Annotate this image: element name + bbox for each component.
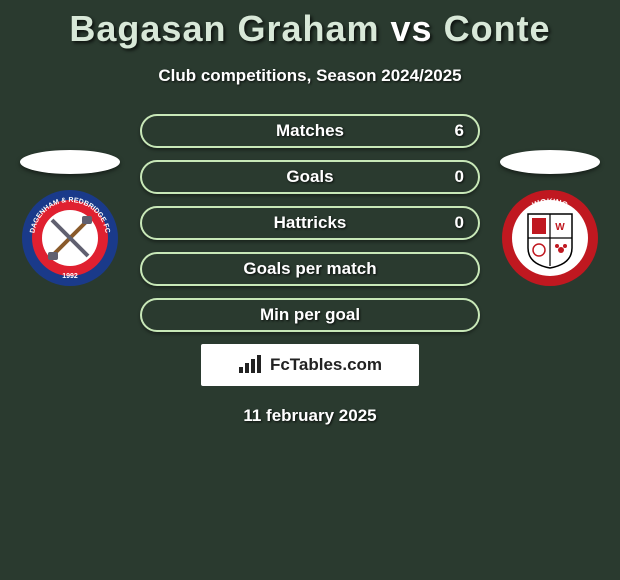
right-club-crest: W WOKING [500,156,600,293]
competition-subtitle: Club competitions, Season 2024/2025 [0,66,620,86]
vs-text: vs [391,8,433,49]
stat-row-goals: Goals 0 [140,160,480,194]
stat-right-value: 6 [455,121,464,141]
dagenham-redbridge-badge-icon: DAGENHAM & REDBRIDGE FC 1992 [20,188,120,288]
right-ellipse [500,150,600,174]
stat-row-matches: Matches 6 [140,114,480,148]
stat-row-hattricks: Hattricks 0 [140,206,480,240]
stat-right-value: 0 [455,167,464,187]
fctables-badge: FcTables.com [201,344,419,386]
left-ellipse [20,150,120,174]
stat-right-value: 0 [455,213,464,233]
bars-icon [238,355,264,375]
comparison-title: Bagasan Graham vs Conte [0,0,620,50]
content-area: DAGENHAM & REDBRIDGE FC 1992 W WOKING [0,114,620,426]
svg-text:1992: 1992 [62,273,78,280]
stat-label: Matches [276,121,344,141]
stat-label: Hattricks [274,213,347,233]
stat-label: Goals per match [243,259,376,279]
stat-label: Min per goal [260,305,360,325]
left-club-crest: DAGENHAM & REDBRIDGE FC 1992 [20,156,120,293]
brand-text: FcTables.com [270,355,382,375]
stat-row-min-per-goal: Min per goal [140,298,480,332]
player1-name: Bagasan Graham [69,8,379,49]
stat-label: Goals [286,167,333,187]
svg-text:W: W [555,222,565,233]
player2-name: Conte [444,8,551,49]
woking-fc-badge-icon: W WOKING [500,188,600,288]
stats-panel: Matches 6 Goals 0 Hattricks 0 Goals per … [140,114,480,332]
stat-row-goals-per-match: Goals per match [140,252,480,286]
date-text: 11 february 2025 [0,406,620,426]
